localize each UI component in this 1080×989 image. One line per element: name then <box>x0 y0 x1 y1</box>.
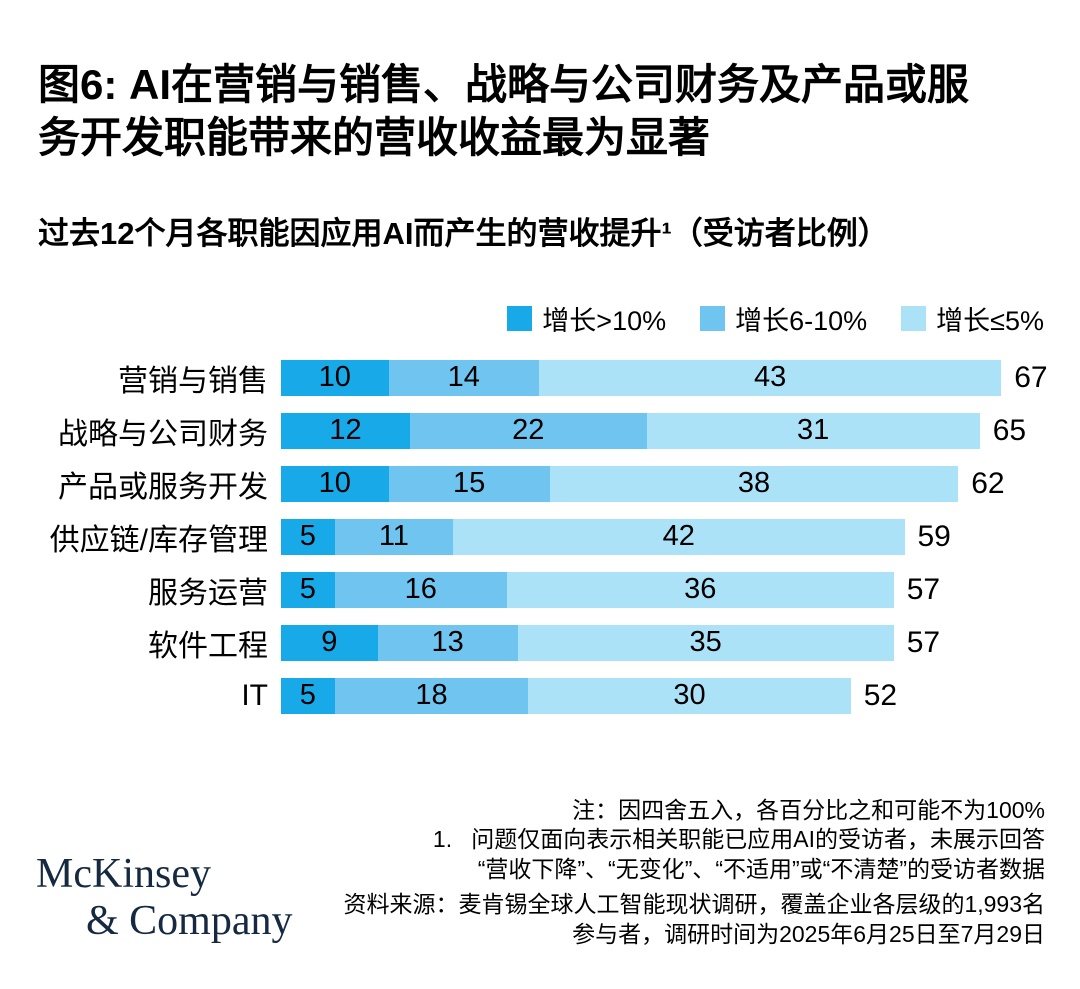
legend-label: 增长>10% <box>542 306 667 336</box>
chart-subtitle: 过去12个月各职能因应用AI而产生的营收提升¹（受访者比例） <box>38 216 889 251</box>
source-line2: 参与者，调研时间为2025年6月25日至7月29日 <box>572 920 1045 947</box>
bar-row: 战略与公司财务 12 22 31 65 <box>0 404 1080 457</box>
segment-value: 16 <box>404 573 437 605</box>
legend: 增长>10% 增长6-10% 增长≤5% <box>507 299 1044 338</box>
bar-segment: 13 <box>377 624 518 661</box>
legend-swatch-icon <box>901 306 927 331</box>
category-label: IT <box>241 678 268 712</box>
category-label: 战略与公司财务 <box>58 417 268 451</box>
legend-item: 增长>10% <box>507 299 666 338</box>
segment-value: 36 <box>684 573 717 605</box>
bar-row: 营销与销售 10 14 43 67 <box>0 351 1080 404</box>
mckinsey-logo: McKinsey & Company <box>36 851 293 945</box>
segment-value: 42 <box>662 520 695 552</box>
segment-value: 5 <box>299 520 316 552</box>
segment-value: 10 <box>318 467 351 499</box>
bar-segment: 16 <box>334 571 507 608</box>
stacked-bar: 5 18 30 <box>281 677 851 714</box>
stacked-bar: 12 22 31 <box>281 412 980 449</box>
segment-value: 43 <box>753 361 787 393</box>
legend-swatch-icon <box>507 306 533 331</box>
bar-segment: 30 <box>528 677 851 714</box>
segment-value: 15 <box>452 467 486 499</box>
stacked-bar: 5 11 42 <box>281 518 905 555</box>
footnote-1-line1: 1. 问题仅面向表示相关职能已应用AI的受访者，未展示回答 <box>432 826 1045 853</box>
category-label: 营销与销售 <box>118 364 268 398</box>
segment-value: 9 <box>321 626 338 658</box>
segment-value: 38 <box>737 467 771 499</box>
bar-segment: 15 <box>388 465 550 502</box>
category-label: 供应链/库存管理 <box>49 523 268 557</box>
bar-segment: 5 <box>281 518 335 555</box>
bar-segment: 36 <box>506 571 894 608</box>
bar-row: 软件工程 9 13 35 57 <box>0 616 1080 669</box>
figure-title: 图6: AI在营销与销售、战略与公司财务及产品或服 务开发职能带来的营收收益最为… <box>38 58 969 165</box>
segment-value: 35 <box>689 626 722 658</box>
segment-value: 5 <box>299 573 316 605</box>
legend-label: 增长≤5% <box>936 306 1044 336</box>
segment-value: 22 <box>512 414 545 446</box>
segment-value: 31 <box>796 414 830 446</box>
stacked-bar: 9 13 35 <box>281 624 894 661</box>
figure-title-line2: 务开发职能带来的营收收益最为显著 <box>38 114 711 162</box>
bar-segment: 35 <box>517 624 894 661</box>
bar-segment: 42 <box>453 518 905 555</box>
total-value: 62 <box>971 466 1005 500</box>
bar-row: 供应链/库存管理 5 11 42 59 <box>0 510 1080 563</box>
footnotes: 注：因四舍五入，各百分比之和可能不为100% 1. 问题仅面向表示相关职能已应用… <box>433 796 1045 884</box>
total-value: 57 <box>906 625 941 659</box>
total-value: 67 <box>1014 360 1048 394</box>
segment-value: 10 <box>318 361 351 393</box>
segment-value: 18 <box>415 679 448 711</box>
bar-segment: 9 <box>281 624 378 661</box>
bar-row: IT 5 18 30 52 <box>0 669 1080 722</box>
category-label: 软件工程 <box>148 629 268 663</box>
bar-segment: 5 <box>281 571 335 608</box>
legend-item: 增长6-10% <box>700 299 867 338</box>
source-line1: 资料来源：麦肯锡全球人工智能现状调研，覆盖企业各层级的1,993名 <box>343 891 1045 917</box>
stacked-bar: 5 16 36 <box>281 571 894 608</box>
legend-label: 增长6-10% <box>735 306 868 336</box>
bar-segment: 14 <box>388 359 539 396</box>
legend-swatch-icon <box>700 306 726 331</box>
logo-line2: & Company <box>86 898 293 945</box>
stacked-bar: 10 14 43 <box>281 359 1002 396</box>
bar-segment: 38 <box>549 465 959 502</box>
segment-value: 14 <box>447 361 480 393</box>
segment-value: 5 <box>299 679 316 711</box>
stacked-bar: 10 15 38 <box>281 465 959 502</box>
segment-value: 30 <box>673 679 706 711</box>
legend-item: 增长≤5% <box>901 299 1044 338</box>
bar-segment: 11 <box>334 518 453 555</box>
bar-row: 服务运营 5 16 36 57 <box>0 563 1080 616</box>
segment-value: 12 <box>329 414 362 446</box>
segment-value: 11 <box>378 520 409 552</box>
total-value: 52 <box>863 678 898 712</box>
bar-row: 产品或服务开发 10 15 38 62 <box>0 457 1080 510</box>
bar-segment: 31 <box>646 412 980 449</box>
segment-value: 13 <box>431 626 464 658</box>
footnote-1-line2: “营收下降”、“无变化”、“不适用”或“不清楚”的受访者数据 <box>477 855 1045 882</box>
bar-segment: 22 <box>410 412 647 449</box>
note-rounding: 注：因四舍五入，各百分比之和可能不为100% <box>572 797 1045 823</box>
total-value: 59 <box>917 519 951 553</box>
total-value: 57 <box>906 572 941 606</box>
total-value: 65 <box>992 413 1027 447</box>
bar-segment: 10 <box>281 465 389 502</box>
bar-segment: 12 <box>281 412 410 449</box>
category-label: 产品或服务开发 <box>58 470 268 504</box>
source-note: 资料来源：麦肯锡全球人工智能现状调研，覆盖企业各层级的1,993名 参与者，调研… <box>343 890 1045 950</box>
bar-segment: 18 <box>334 677 529 714</box>
bar-segment: 10 <box>281 359 389 396</box>
category-label: 服务运营 <box>148 576 268 610</box>
bar-segment: 43 <box>539 359 1002 396</box>
bar-chart: 营销与销售 10 14 43 67 战略与公司财务 12 22 31 65 产品或服务开发 10 15 3… <box>0 351 1080 722</box>
logo-line1: McKinsey <box>36 851 211 897</box>
figure-title-line1: 图6: AI在营销与销售、战略与公司财务及产品或服 <box>38 61 970 108</box>
bar-segment: 5 <box>281 677 335 714</box>
